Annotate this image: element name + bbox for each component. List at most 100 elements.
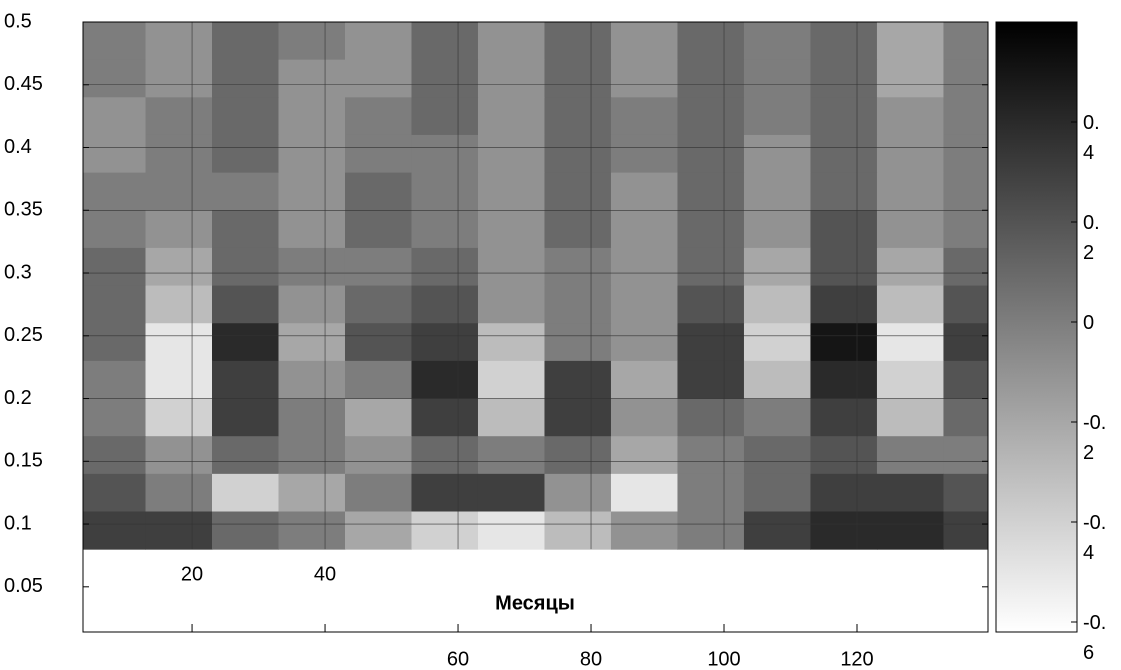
heatmap-cell [212, 210, 279, 249]
heatmap-cell [810, 172, 878, 211]
heatmap-cell [943, 473, 988, 513]
heatmap-cell [278, 59, 346, 98]
heatmap-cell [677, 398, 745, 437]
heatmap-cell [743, 285, 811, 324]
y-tick-label: 0.5 [4, 10, 32, 32]
colorbar-label: -0.4 [1083, 512, 1107, 564]
heatmap-cell [743, 134, 811, 174]
heatmap-cell [677, 360, 745, 400]
heatmap-cell [743, 97, 811, 136]
heatmap-cell [943, 323, 988, 362]
heatmap-cell [212, 285, 279, 324]
heatmap-cell [212, 97, 279, 136]
heatmap-cell [743, 473, 811, 513]
heatmap-cell [83, 97, 147, 136]
heatmap-cell [212, 323, 279, 362]
x-tick-label: 80 [580, 648, 602, 670]
heatmap-cell [943, 134, 988, 174]
heatmap-cell [477, 436, 545, 475]
heatmap-cell [278, 22, 346, 61]
heatmap-cell [810, 59, 878, 98]
heatmap-cell [876, 172, 944, 211]
heatmap-cell [477, 97, 545, 136]
heatmap-cell [411, 285, 479, 324]
heatmap-cell [83, 398, 147, 437]
heatmap-cell [344, 285, 412, 324]
heatmap-cell [344, 134, 412, 174]
heatmap-cell [344, 398, 412, 437]
heatmap-cell [943, 360, 988, 400]
heatmap-cell [83, 22, 147, 61]
heatmap-cell [477, 59, 545, 98]
heatmap-cell [411, 172, 479, 211]
heatmap-cell [411, 210, 479, 249]
heatmap-cell [212, 247, 279, 287]
heatmap-cell [544, 511, 612, 550]
heatmap-cell [477, 172, 545, 211]
heatmap-cell [743, 22, 811, 61]
heatmap-cell [677, 172, 745, 211]
heatmap-cell [145, 210, 213, 249]
heatmap-cell [743, 436, 811, 475]
heatmap-cell [477, 473, 545, 513]
heatmap-cell [943, 210, 988, 249]
heatmap-cell [610, 59, 678, 98]
heatmap-cell [544, 59, 612, 98]
heatmap-cell [145, 134, 213, 174]
heatmap-cell [610, 134, 678, 174]
heatmap-cell [610, 398, 678, 437]
heatmap-cell [544, 398, 612, 437]
heatmap-cell [943, 22, 988, 61]
heatmap-cell [278, 97, 346, 136]
heatmap-cell [83, 285, 147, 324]
heatmap-cell [411, 247, 479, 287]
heatmap-cell [411, 22, 479, 61]
heatmap-cell [344, 210, 412, 249]
heatmap-cell [943, 436, 988, 475]
heatmap-cell [810, 511, 878, 550]
heatmap-cell [876, 285, 944, 324]
heatmap-cell [278, 323, 346, 362]
heatmap-cell [610, 97, 678, 136]
x-tick-label: 40 [314, 563, 336, 585]
heatmap-cell [411, 97, 479, 136]
heatmap-cell [876, 59, 944, 98]
heatmap-cell [610, 247, 678, 287]
heatmap-cell [83, 473, 147, 513]
heatmap-cell [610, 360, 678, 400]
heatmap-cell [83, 511, 147, 550]
heatmap-cell [344, 97, 412, 136]
heatmap-cell [943, 511, 988, 550]
heatmap-cell [83, 360, 147, 400]
heatmap-cell [876, 473, 944, 513]
heatmap-cell [477, 285, 545, 324]
heatmap-cell [544, 360, 612, 400]
y-tick-label: 0.4 [4, 136, 32, 158]
heatmap-cell [212, 22, 279, 61]
heatmap-cell [610, 22, 678, 61]
heatmap-cell [278, 134, 346, 174]
heatmap-cell [278, 210, 346, 249]
heatmap-cell [610, 285, 678, 324]
heatmap-cell [876, 436, 944, 475]
heatmap-cell [876, 97, 944, 136]
colorbar-label: 0 [1083, 312, 1095, 334]
heatmap-cell [810, 360, 878, 400]
heatmap-cell [344, 59, 412, 98]
heatmap-cell [810, 247, 878, 287]
heatmap-cell [810, 323, 878, 362]
heatmap-cell [212, 360, 279, 400]
heatmap-cell [876, 398, 944, 437]
heatmap-cell [83, 59, 147, 98]
heatmap-cell [677, 473, 745, 513]
heatmap-cell [743, 398, 811, 437]
y-tick-label: 0.05 [4, 575, 43, 597]
heatmap-cell [212, 473, 279, 513]
heatmap-cell [544, 285, 612, 324]
heatmap-cell [677, 436, 745, 475]
heatmap-cell [145, 97, 213, 136]
heatmap-cell [83, 436, 147, 475]
heatmap-cell [212, 172, 279, 211]
heatmap-cell [477, 210, 545, 249]
